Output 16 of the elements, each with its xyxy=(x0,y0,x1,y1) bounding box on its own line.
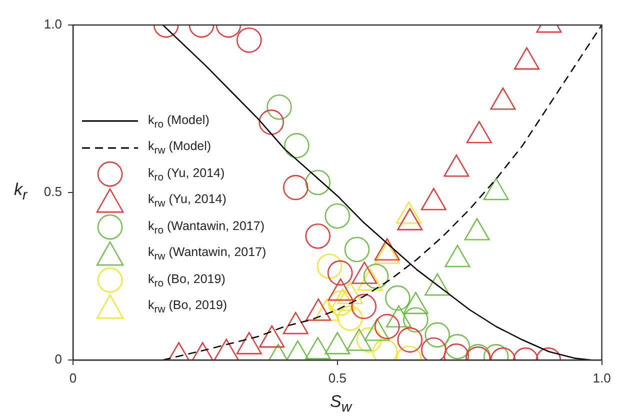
legend-label: k$_{ro}$ (Yu, 2014) xyxy=(148,166,225,183)
legend-label: k$_{ro}$ (Bo, 2019) xyxy=(148,272,226,289)
x-axis-title: S$_{w}$ xyxy=(330,392,352,416)
legend-label: k$_{rw}$ (Yu, 2014) xyxy=(148,192,226,210)
y-axis-title: k$_{r}$ xyxy=(14,180,28,204)
x-tick-label: 0 xyxy=(69,370,77,386)
y-tick-label: 1.0 xyxy=(44,16,62,32)
y-tick-label: 0.5 xyxy=(44,184,62,200)
x-tick-label: 0.5 xyxy=(328,370,346,386)
legend-label: k$_{rw}$ (Model) xyxy=(148,139,212,156)
legend-label: k$_{ro}$ (Model) xyxy=(148,112,210,130)
y-tick-label: 0 xyxy=(54,352,62,367)
legend-label: k$_{rw}$ (Wantawin, 2017) xyxy=(148,245,266,262)
x-tick-label: 1.0 xyxy=(592,370,611,386)
legend-label: k$_{rw}$ (Bo, 2019) xyxy=(148,298,228,316)
legend-label: k$_{ro}$ (Wantawin, 2017) xyxy=(148,218,264,236)
